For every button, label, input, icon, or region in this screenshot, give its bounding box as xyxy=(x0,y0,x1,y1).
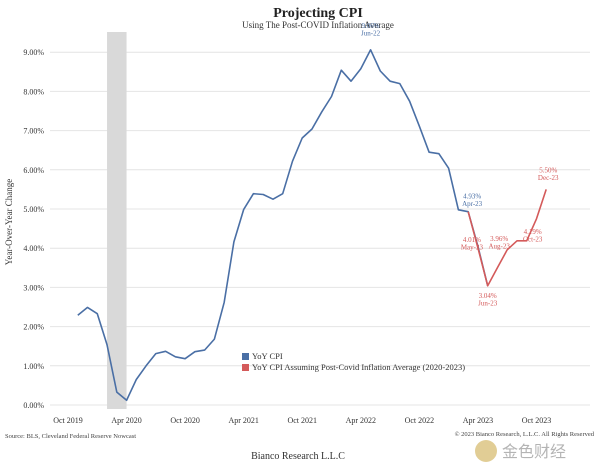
watermark: 金色财经 xyxy=(475,440,566,462)
copyright-note: © 2023 Bianco Research, L.L.C. All Right… xyxy=(455,431,595,438)
x-tick-label: Apr 2022 xyxy=(346,416,376,425)
legend: YoY CPI YoY CPI Assuming Post-Covid Infl… xyxy=(242,351,465,372)
recession-shading xyxy=(107,32,127,409)
legend-swatch-yoy-cpi xyxy=(242,353,249,360)
y-tick-label: 5.00% xyxy=(23,205,44,214)
watermark-text: 金色财经 xyxy=(502,443,566,461)
annotation-date: Jun-22 xyxy=(361,29,381,37)
y-axis-label: Year-Over-Year Change xyxy=(4,179,14,266)
shaded-region-0 xyxy=(107,32,127,409)
annotation-date: Jun-23 xyxy=(478,299,498,307)
annotation-value: 3.04% xyxy=(479,292,497,300)
x-tick-label: Oct 2020 xyxy=(170,416,200,425)
series-line-0 xyxy=(77,49,489,402)
series-lines xyxy=(77,49,547,402)
y-tick-label: 0.00% xyxy=(23,401,44,410)
series-line-1 xyxy=(467,189,547,287)
x-tick-label: Apr 2023 xyxy=(463,416,493,425)
annotation-value: 4.01% xyxy=(463,236,481,244)
x-tick-label: Apr 2020 xyxy=(111,416,141,425)
chart-title: Projecting CPI xyxy=(273,6,363,21)
y-tick-label: 7.00% xyxy=(23,127,44,136)
annotation-date: Dec-23 xyxy=(538,174,559,182)
y-tick-label: 1.00% xyxy=(23,362,44,371)
x-tick-label: Oct 2019 xyxy=(53,416,83,425)
chart-subtitle: Using The Post-COVID Inflation Average xyxy=(242,20,394,30)
footer-brand: Bianco Research L.L.C xyxy=(251,451,345,462)
legend-label-yoy-cpi: YoY CPI xyxy=(252,351,283,361)
legend-label-projection: YoY CPI Assuming Post-Covid Inflation Av… xyxy=(252,362,465,372)
annotation-date: May-23 xyxy=(461,243,484,251)
annotation-date: Aug-23 xyxy=(489,242,511,250)
annotation-date: Oct-23 xyxy=(523,235,543,243)
x-tick-label: Apr 2021 xyxy=(228,416,258,425)
gridlines xyxy=(50,51,590,406)
y-axis-ticks: 0.00% 1.00% 2.00% 3.00% 4.00% 5.00% 6.00% 7.00%… xyxy=(23,48,44,410)
annotation-value: 5.50% xyxy=(539,166,557,174)
annotation-value: 4.19% xyxy=(524,228,542,236)
x-tick-label: Oct 2021 xyxy=(287,416,317,425)
annotation-value: 3.96% xyxy=(490,235,508,243)
y-tick-label: 8.00% xyxy=(23,87,44,96)
data-annotations: 9.06%Jun-22 4.93%Apr-23 4.01%May-23 3.04%Ju… xyxy=(361,22,559,307)
legend-swatch-projection xyxy=(242,364,249,371)
annotation-value: 4.93% xyxy=(463,193,481,201)
x-tick-label: Oct 2023 xyxy=(522,416,552,425)
y-tick-label: 3.00% xyxy=(23,283,44,292)
annotation-value: 9.06% xyxy=(362,22,380,30)
y-tick-label: 9.00% xyxy=(23,48,44,57)
x-axis-ticks: Oct 2019 Apr 2020 Oct 2020 Apr 2021 Oct 2021… xyxy=(53,416,551,425)
y-tick-label: 4.00% xyxy=(23,244,44,253)
y-tick-label: 6.00% xyxy=(23,166,44,175)
watermark-logo-icon xyxy=(475,440,497,462)
y-tick-label: 2.00% xyxy=(23,323,44,332)
source-note: Source: BLS, Cleveland Federal Reserve N… xyxy=(5,433,136,440)
annotation-date: Apr-23 xyxy=(462,200,483,208)
x-tick-label: Oct 2022 xyxy=(405,416,435,425)
